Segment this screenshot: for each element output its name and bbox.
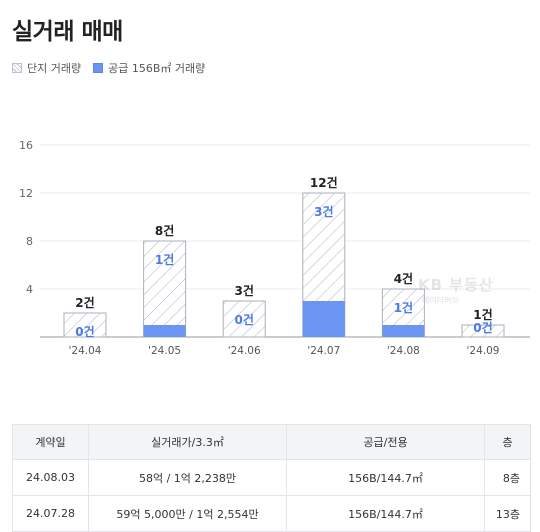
bar-supply bbox=[302, 301, 345, 337]
cell-area: 156B/144.7㎡ bbox=[286, 459, 485, 496]
bar-supply bbox=[143, 325, 186, 337]
header-contract-date: 계약일 bbox=[12, 424, 89, 460]
x-tick-label: '24.09 bbox=[467, 345, 500, 357]
cell-area: 156B/144.7㎡ bbox=[286, 495, 485, 532]
cell-price: 58억 / 1억 2,238만 bbox=[88, 459, 287, 496]
header-area: 공급/전용 bbox=[286, 424, 485, 460]
watermark-sub: 데이터허브 bbox=[422, 296, 459, 305]
y-tick-label: 8 bbox=[26, 235, 33, 248]
table-row[interactable]: 24.07.28 59억 5,000만 / 1억 2,554만 156B/144… bbox=[12, 495, 531, 532]
legend-label-supply: 공급 156B㎡ 거래량 bbox=[108, 62, 206, 75]
bar-total-label: 8건 bbox=[155, 223, 174, 238]
header-price: 실거래가/3.3㎡ bbox=[88, 424, 287, 460]
cell-contract-date: 24.07.28 bbox=[12, 495, 89, 532]
bar-total bbox=[461, 324, 505, 338]
bar-supply-label: 3건 bbox=[314, 204, 333, 219]
bar-supply bbox=[382, 325, 425, 337]
table-header-row: 계약일 실거래가/3.3㎡ 공급/전용 층 bbox=[12, 424, 531, 460]
bar-total-label: 12건 bbox=[310, 175, 338, 190]
cell-contract-date: 24.08.03 bbox=[12, 459, 89, 496]
x-tick-label: '24.06 bbox=[228, 345, 261, 357]
bar-total-label: 1건 bbox=[473, 307, 492, 322]
transactions-table: 계약일 실거래가/3.3㎡ 공급/전용 층 24.08.03 58억 / 1억 … bbox=[12, 424, 531, 532]
watermark-logo: KB 부동산 데이터허브 bbox=[418, 274, 494, 306]
bar-supply-label: 1건 bbox=[155, 252, 174, 267]
chart-legend: 단지 거래량 공급 156B㎡ 거래량 bbox=[12, 60, 217, 76]
bar-supply-label: 0건 bbox=[235, 312, 254, 327]
x-tick-label: '24.07 bbox=[307, 345, 340, 357]
bar-supply-label: 0건 bbox=[473, 320, 492, 335]
x-tick-label: '24.04 bbox=[69, 345, 102, 357]
watermark-main: KB 부동산 bbox=[418, 276, 494, 294]
bar-total-label: 2건 bbox=[75, 295, 94, 310]
legend-item-supply: 공급 156B㎡ 거래량 bbox=[93, 60, 205, 76]
bar-total bbox=[63, 312, 107, 338]
bar-total bbox=[222, 300, 266, 338]
header-floor: 층 bbox=[484, 424, 531, 460]
y-tick-label: 12 bbox=[19, 187, 33, 200]
cell-floor: 13층 bbox=[484, 495, 531, 532]
table-row[interactable]: 24.08.03 58억 / 1억 2,238만 156B/144.7㎡ 8층 bbox=[12, 459, 531, 496]
cell-price: 59억 5,000만 / 1억 2,554만 bbox=[88, 495, 287, 532]
hatch-swatch-icon bbox=[12, 63, 22, 73]
bar-total-label: 3건 bbox=[235, 283, 254, 298]
legend-label-complex: 단지 거래량 bbox=[27, 62, 82, 75]
cell-floor: 8층 bbox=[484, 459, 531, 496]
bar-supply-label: 0건 bbox=[75, 324, 94, 339]
y-tick-label: 16 bbox=[19, 139, 33, 152]
bar-total-label: 4건 bbox=[394, 271, 413, 286]
y-tick-label: 4 bbox=[26, 283, 33, 296]
x-tick-label: '24.08 bbox=[387, 345, 420, 357]
transaction-bar-chart: 4 8 12 16 2건 0건 '24.04 8건 1건 '24.05 3건 0건 '24.06 12건… bbox=[19, 139, 530, 357]
page-title: 실거래 매매 bbox=[12, 19, 123, 45]
x-tick-label: '24.05 bbox=[148, 345, 181, 357]
bar-supply-label: 1건 bbox=[394, 300, 413, 315]
solid-swatch-icon bbox=[93, 63, 104, 73]
legend-item-complex: 단지 거래량 bbox=[12, 60, 81, 76]
